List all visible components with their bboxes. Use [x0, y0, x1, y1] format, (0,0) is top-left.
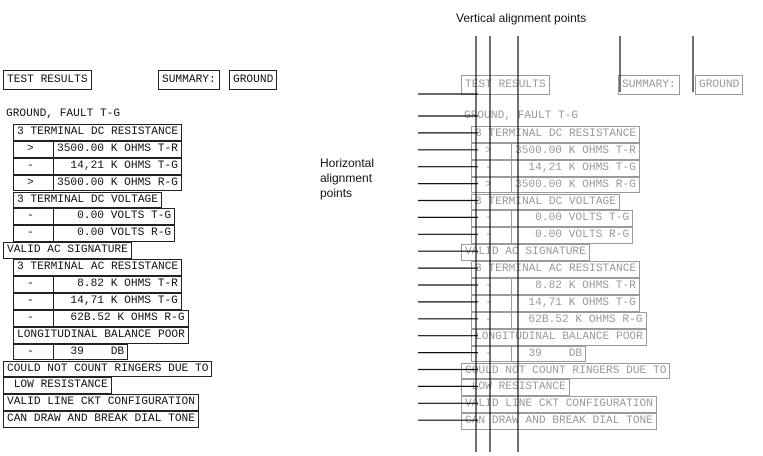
- row-value: 14,71 K OHMS T-G: [511, 294, 640, 312]
- row-frame: [471, 294, 511, 312]
- row-prefix: -: [485, 296, 492, 309]
- row-heading: LONGITUDINAL BALANCE POOR: [471, 328, 647, 346]
- row-frame: [471, 311, 511, 329]
- row-heading: LOW RESISTANCE: [461, 379, 570, 397]
- ground-box: GROUND: [229, 70, 278, 90]
- row-prefix: -: [485, 313, 492, 326]
- row-heading: LONGITUDINAL BALANCE POOR: [13, 326, 189, 344]
- row-prefix: -: [485, 280, 492, 292]
- row-value: 8.82 K OHMS T-R: [53, 276, 182, 293]
- row-prefix: >: [485, 178, 492, 191]
- row-frame: [471, 227, 511, 245]
- row-frame: [471, 159, 511, 177]
- row-prefix: >: [27, 176, 34, 189]
- row-heading: GROUND, FAULT T-G: [464, 110, 579, 122]
- row-frame: [13, 208, 53, 226]
- row-value: 14,21 K OHMS T-G: [511, 159, 640, 177]
- test-results-box: TEST RESULTS: [3, 70, 92, 90]
- row-value: 3500.00 K OHMS R-G: [53, 174, 182, 192]
- row-heading: 3 TERMINAL AC RESISTANCE: [471, 261, 641, 278]
- row-value: 62B.52 K OHMS R-G: [511, 311, 647, 329]
- row-prefix: -: [485, 212, 492, 225]
- row-heading: 3 TERMINAL DC RESISTANCE: [471, 125, 641, 143]
- row-frame: [471, 176, 511, 194]
- row-prefix: -: [27, 278, 34, 290]
- row-frame: [13, 309, 53, 327]
- row-heading: VALID AC SIGNATURE: [3, 242, 132, 260]
- row-frame: [13, 140, 53, 158]
- row-frame: [13, 157, 53, 175]
- row-value: 39 DB: [511, 345, 587, 363]
- row-value: 39 DB: [53, 343, 129, 361]
- row-prefix: -: [27, 159, 34, 172]
- row-prefix: >: [485, 144, 492, 157]
- row-frame: [471, 210, 511, 228]
- row-heading: 3 TERMINAL DC RESISTANCE: [13, 123, 183, 141]
- row-value: 14,71 K OHMS T-G: [53, 292, 182, 310]
- horizontal-alignment-label: Horizontal alignment points: [320, 156, 375, 200]
- row-prefix: >: [27, 142, 34, 155]
- row-heading: 3 TERMINAL DC VOLTAGE: [471, 193, 620, 211]
- row-frame: [13, 292, 53, 310]
- test-results-box: TEST RESULTS: [461, 75, 550, 95]
- summary-box: SUMMARY:: [158, 70, 220, 90]
- row-frame: [471, 142, 511, 160]
- row-heading: CAN DRAW AND BREAK DIAL TONE: [3, 411, 199, 429]
- row-heading: 3 TERMINAL DC VOLTAGE: [13, 191, 162, 209]
- row-value: 0.00 VOLTS T-G: [53, 208, 176, 226]
- row-value: 0.00 VOLTS T-G: [511, 210, 634, 228]
- row-prefix: -: [485, 229, 492, 242]
- row-value: 3500.00 K OHMS T-R: [511, 142, 640, 160]
- row-value: 3500.00 K OHMS R-G: [511, 176, 640, 194]
- row-heading: COULD NOT COUNT RINGERS DUE TO: [3, 360, 213, 378]
- row-value: 3500.00 K OHMS T-R: [53, 140, 182, 158]
- row-prefix: -: [485, 347, 492, 360]
- row-frame: [471, 345, 511, 363]
- row-prefix: -: [27, 294, 34, 307]
- row-prefix: -: [27, 311, 34, 324]
- row-heading: 3 TERMINAL AC RESISTANCE: [13, 259, 183, 276]
- row-frame: [13, 174, 53, 192]
- row-frame: [13, 343, 53, 361]
- row-value: 0.00 VOLTS R-G: [53, 225, 176, 243]
- row-frame: [13, 225, 53, 243]
- row-value: 8.82 K OHMS T-R: [511, 278, 640, 295]
- ground-box: GROUND: [695, 75, 744, 95]
- row-prefix: -: [27, 345, 34, 358]
- vertical-alignment-label: Vertical alignment points: [456, 11, 587, 25]
- row-prefix: -: [27, 227, 34, 240]
- row-value: 0.00 VOLTS R-G: [511, 227, 634, 245]
- row-heading: LOW RESISTANCE: [3, 377, 112, 395]
- row-value: 62B.52 K OHMS R-G: [53, 309, 189, 327]
- row-frame: [471, 278, 511, 295]
- row-heading: CAN DRAW AND BREAK DIAL TONE: [461, 413, 657, 431]
- row-prefix: -: [27, 210, 34, 223]
- row-prefix: -: [485, 161, 492, 174]
- row-heading: VALID LINE CKT CONFIGURATION: [3, 394, 199, 412]
- summary-box: SUMMARY:: [618, 75, 680, 95]
- row-frame: [13, 276, 53, 293]
- row-heading: GROUND, FAULT T-G: [6, 108, 121, 120]
- row-value: 14,21 K OHMS T-G: [53, 157, 182, 175]
